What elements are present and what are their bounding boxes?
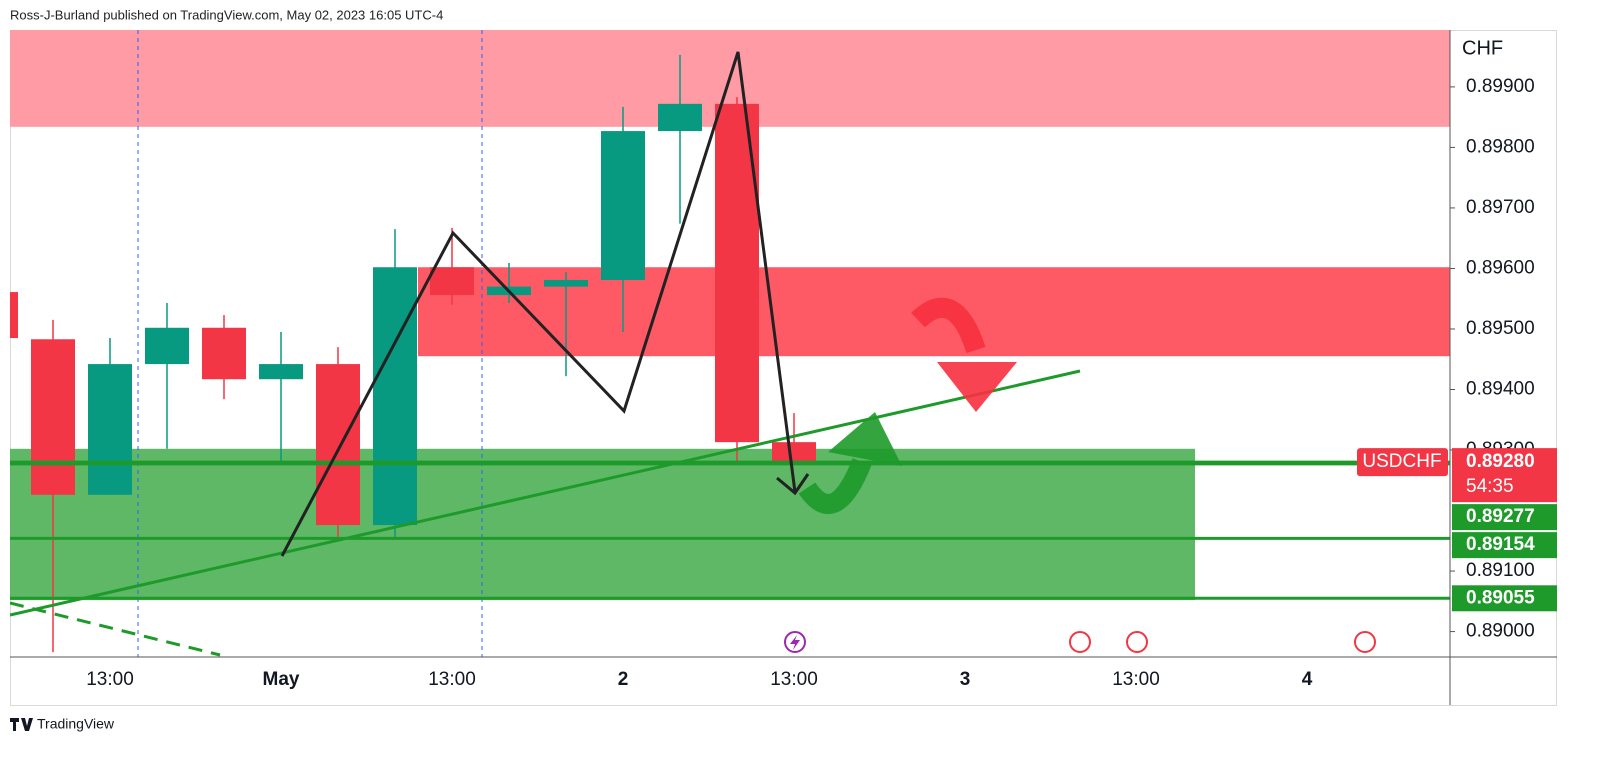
red-arrow-head: [937, 362, 1017, 412]
last-price-box: [1452, 448, 1557, 503]
x-tick-label: 3: [960, 669, 971, 690]
event-icon[interactable]: [1126, 631, 1148, 653]
x-tick-label: 2: [618, 669, 629, 690]
x-tick-label: 4: [1302, 669, 1313, 690]
candle-body: [202, 327, 246, 380]
event-icons: [784, 631, 1376, 653]
candle-body: [544, 279, 588, 287]
level-label: 0.89154: [1466, 534, 1535, 555]
x-tick-label: 13:00: [1112, 669, 1160, 690]
logo: [10, 718, 33, 731]
y-tick-label: 0.89000: [1466, 621, 1535, 642]
arrow-head: [776, 473, 810, 496]
symbol-box: [1357, 448, 1448, 477]
zigzag: [280, 51, 797, 557]
y-tick-label: 0.89700: [1466, 197, 1535, 218]
event-icon-glyph: [790, 635, 800, 650]
green-arrow-head: [828, 412, 902, 466]
last-price-label: 0.89280: [1466, 451, 1535, 472]
candle-body: [145, 327, 189, 365]
candle-body: [373, 267, 417, 526]
level-box: [1452, 585, 1557, 612]
trend-line: [10, 369, 1081, 617]
candle-body: [88, 364, 132, 495]
y-tick-label: 0.89500: [1466, 318, 1535, 339]
x-tick-label: 13:00: [428, 669, 476, 690]
trend-line-dashed: [10, 601, 221, 657]
candle-body: [658, 103, 702, 132]
event-icon[interactable]: [1354, 631, 1376, 653]
candle-body: [772, 442, 816, 463]
zone: [10, 448, 1195, 601]
y-tick-label: 0.89800: [1466, 136, 1535, 157]
candle-body: [601, 131, 645, 280]
y-tick-label: 0.89600: [1466, 257, 1535, 278]
footer-brand: TradingView: [37, 716, 115, 732]
y-tick-label: 0.89900: [1466, 76, 1535, 97]
candle-body: [259, 364, 303, 380]
red-arrow: [911, 297, 986, 354]
drawings: [10, 51, 1081, 657]
level-box: [1452, 532, 1557, 559]
publish-header: Ross-J-Burland published on TradingView.…: [10, 7, 443, 22]
green-arrow: [798, 458, 872, 514]
x-tick-label: May: [263, 669, 300, 690]
level-label: 0.89277: [1466, 506, 1535, 527]
y-tick-label: 0.89400: [1466, 379, 1535, 400]
candle-body: [31, 339, 75, 495]
countdown: 54:35: [1466, 476, 1514, 497]
event-icon[interactable]: [1069, 631, 1091, 653]
x-tick-label: 13:00: [86, 669, 134, 690]
candle-body: [316, 364, 360, 526]
candle-body: [430, 267, 474, 296]
level-box: [1452, 504, 1557, 531]
x-tick-label: 13:00: [770, 669, 818, 690]
y-tick-label: 0.89100: [1466, 560, 1535, 581]
currency: CHF: [1462, 37, 1503, 59]
candle-body: [10, 292, 18, 339]
level-label: 0.89055: [1466, 587, 1535, 608]
symbol-label: USDCHF: [1362, 451, 1441, 472]
